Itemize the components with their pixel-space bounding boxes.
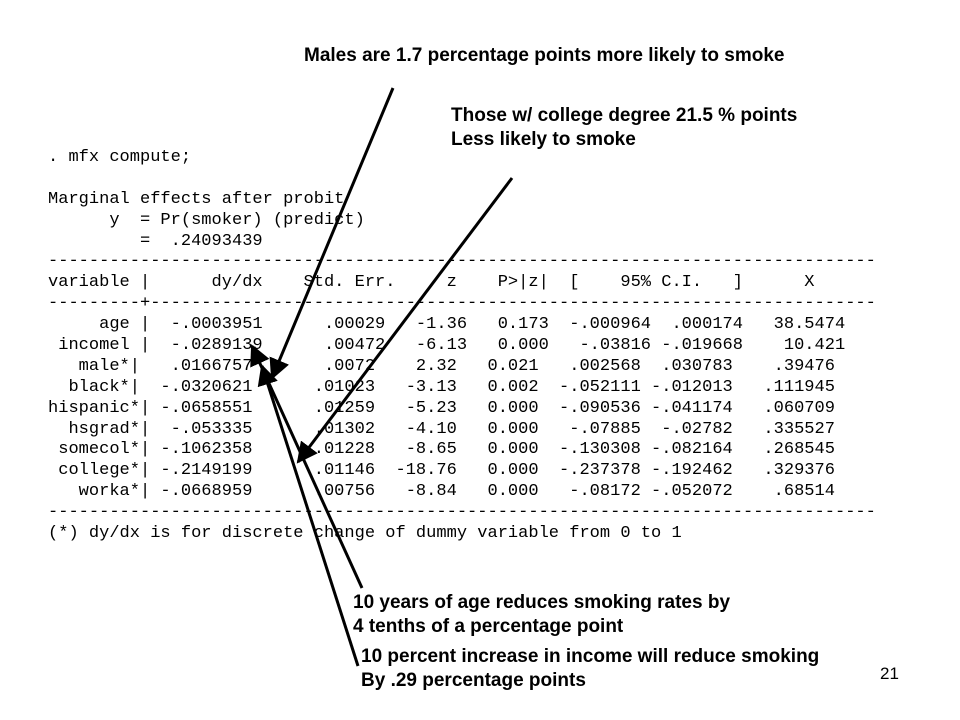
stata-rule-bottom: ----------------------------------------… <box>48 503 876 523</box>
table-row-black: black*| -.0320621 .01023 -3.13 0.002 -.0… <box>48 377 835 397</box>
table-row-age: age | -.0003951 .00029 -1.36 0.173 -.000… <box>48 315 846 335</box>
table-row-college: college*| -.2149199 .01146 -18.76 0.000 … <box>48 461 835 481</box>
annotation-college: Those w/ college degree 21.5 % points Le… <box>451 104 797 152</box>
stata-column-header: variable | dy/dx Std. Err. z P>|z| [ 95%… <box>48 273 815 293</box>
table-row-worka: worka*| -.0668959 .00756 -8.84 0.000 -.0… <box>48 482 835 502</box>
stata-rule-top: ----------------------------------------… <box>48 252 876 272</box>
stata-blank-line <box>48 169 876 190</box>
stata-header-y: y = Pr(smoker) (predict) <box>48 210 365 230</box>
stata-header-title: Marginal effects after probit <box>48 189 345 209</box>
annotation-males: Males are 1.7 percentage points more lik… <box>304 44 784 68</box>
stata-separator: ---------+------------------------------… <box>48 294 876 314</box>
table-row-hispanic: hispanic*| -.0658551 .01259 -5.23 0.000 … <box>48 398 835 418</box>
stata-footnote: (*) dy/dx is for discrete change of dumm… <box>48 524 682 544</box>
annotation-age: 10 years of age reduces smoking rates by… <box>353 591 730 639</box>
annotation-age-line2: 4 tenths of a percentage point <box>353 616 624 637</box>
table-row-somecol: somecol*| -.1062358 .01228 -8.65 0.000 -… <box>48 440 835 460</box>
annotation-college-line2: Less likely to smoke <box>451 129 636 150</box>
stata-header-value: = .24093439 <box>48 231 263 251</box>
table-row-male: male*| .0166757 .0072 2.32 0.021 .002568… <box>48 356 835 376</box>
annotation-income-line2: By .29 percentage points <box>361 670 586 691</box>
stata-command: . mfx compute; <box>48 148 192 167</box>
annotation-age-line1: 10 years of age reduces smoking rates by <box>353 592 731 613</box>
table-row-hsgrad: hsgrad*| -.053335 .01302 -4.10 0.000 -.0… <box>48 419 835 439</box>
slide-number: 21 <box>880 664 899 683</box>
annotation-income: 10 percent increase in income will reduc… <box>361 645 819 693</box>
annotation-males-text: Males are 1.7 percentage points more lik… <box>304 45 785 66</box>
stata-output: . mfx compute; Marginal effects after pr… <box>48 148 876 545</box>
table-row-incomel: incomel | -.0289139 .00472 -6.13 0.000 -… <box>48 336 846 356</box>
annotation-college-line1: Those w/ college degree 21.5 % points <box>451 105 798 126</box>
annotation-income-line1: 10 percent increase in income will reduc… <box>361 646 820 667</box>
